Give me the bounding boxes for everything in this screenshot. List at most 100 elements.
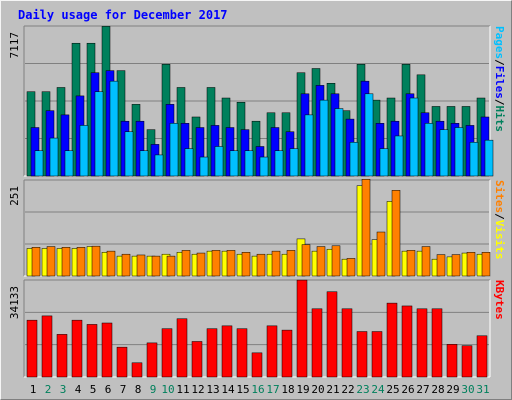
bar-sites-day-14 <box>226 250 236 277</box>
bar-kbytes-day-23 <box>356 331 368 378</box>
max-label-requests: 7117 <box>8 32 21 59</box>
bar-pages-day-31 <box>484 139 494 177</box>
legend-entry: Visits <box>493 220 506 260</box>
bar-kbytes-day-15 <box>236 328 248 378</box>
day-labels: 1 2 3 4 5 6 7 8 9 10 11 12 13 14 15 16 17 18 19 20 21 22 23 24 2… <box>30 383 490 396</box>
bar-pages-day-30 <box>469 142 479 177</box>
bar-pages-day-17 <box>274 150 284 177</box>
bar-pages-day-2 <box>49 137 59 177</box>
legend-entry: Sites <box>493 180 506 213</box>
bar-sites-day-30 <box>466 252 476 277</box>
bar-pages-day-13 <box>214 146 224 177</box>
bar-kbytes-day-26 <box>401 305 413 378</box>
day-label-12: 12 <box>191 383 204 396</box>
bar-kbytes-day-28 <box>431 308 443 378</box>
bar-pages-day-6 <box>109 80 119 177</box>
chart-title: Daily usage for December 2017 <box>18 8 228 22</box>
day-label-29: 29 <box>446 383 459 396</box>
bar-sites-day-21 <box>331 245 341 277</box>
bar-pages-day-26 <box>409 97 419 177</box>
bar-sites-day-1 <box>31 247 41 277</box>
panel-visitors: 251 Sites/Visits <box>8 178 506 277</box>
bar-sites-day-15 <box>241 252 251 277</box>
bar-kbytes-day-18 <box>281 329 293 378</box>
day-label-18: 18 <box>281 383 294 396</box>
bar-pages-day-5 <box>94 91 104 177</box>
bar-pages-day-10 <box>169 123 179 177</box>
bar-kbytes-day-1 <box>26 319 38 378</box>
bar-kbytes-day-8 <box>131 362 143 378</box>
bar-sites-day-23 <box>361 178 371 277</box>
bar-pages-day-23 <box>364 93 374 177</box>
bar-pages-day-20 <box>319 99 329 177</box>
bar-pages-day-27 <box>424 123 434 177</box>
bar-kbytes-day-9 <box>146 342 158 378</box>
day-label-20: 20 <box>311 383 324 396</box>
bar-kbytes-day-17 <box>266 325 278 378</box>
bar-sites-day-28 <box>436 254 446 277</box>
day-label-2: 2 <box>45 383 52 396</box>
legend-entry: Pages <box>493 26 506 59</box>
day-label-7: 7 <box>120 383 127 396</box>
day-label-5: 5 <box>90 383 97 396</box>
bar-kbytes-day-5 <box>86 324 98 378</box>
bar-sites-day-29 <box>451 254 461 277</box>
max-label-visitors: 251 <box>8 186 21 206</box>
day-label-22: 22 <box>341 383 354 396</box>
bar-pages-day-25 <box>394 135 404 177</box>
legend-entry: / <box>493 59 506 66</box>
bar-pages-day-19 <box>304 114 314 177</box>
bar-pages-day-8 <box>139 150 149 177</box>
day-label-17: 17 <box>266 383 279 396</box>
bar-sites-day-27 <box>421 246 431 277</box>
bar-kbytes-day-4 <box>71 319 83 378</box>
bar-sites-day-5 <box>91 245 101 277</box>
day-label-23: 23 <box>356 383 369 396</box>
legend-entry: KBytes <box>493 280 506 320</box>
bar-pages-day-1 <box>34 150 44 177</box>
panel-requests: 7117 Pages/Files/Hits <box>8 25 506 177</box>
bar-sites-day-2 <box>46 246 56 277</box>
bar-kbytes-day-24 <box>371 331 383 378</box>
day-label-15: 15 <box>236 383 249 396</box>
bar-pages-day-18 <box>289 148 299 177</box>
bar-sites-day-4 <box>76 247 86 277</box>
day-label-14: 14 <box>221 383 235 396</box>
legend-requests: Pages/Files/Hits <box>493 26 506 132</box>
bar-pages-day-14 <box>229 150 239 177</box>
bar-pages-day-24 <box>379 148 389 177</box>
day-label-31: 31 <box>476 383 489 396</box>
bar-kbytes-day-29 <box>446 344 458 378</box>
bar-sites-day-24 <box>376 231 386 277</box>
bar-kbytes-day-11 <box>176 318 188 378</box>
day-label-27: 27 <box>416 383 429 396</box>
bar-sites-day-22 <box>346 258 356 277</box>
bar-kbytes-day-21 <box>326 291 338 378</box>
bar-kbytes-day-30 <box>461 345 473 378</box>
legend-traffic: KBytes <box>493 280 506 320</box>
day-label-9: 9 <box>150 383 157 396</box>
bar-kbytes-day-27 <box>416 308 428 378</box>
bar-sites-day-7 <box>121 253 131 277</box>
bar-kbytes-day-22 <box>341 308 353 378</box>
bar-sites-day-6 <box>106 250 116 277</box>
bar-sites-day-16 <box>256 253 266 277</box>
bar-pages-day-4 <box>79 125 89 177</box>
day-label-10: 10 <box>161 383 174 396</box>
bar-sites-day-17 <box>271 250 281 277</box>
day-label-3: 3 <box>60 383 67 396</box>
day-label-30: 30 <box>461 383 474 396</box>
bar-sites-day-12 <box>196 252 206 277</box>
bar-sites-day-10 <box>166 255 176 277</box>
bar-pages-day-29 <box>454 127 464 177</box>
bar-sites-day-11 <box>181 250 191 277</box>
legend-entry: Hits <box>493 106 506 133</box>
bar-pages-day-3 <box>64 150 74 177</box>
bar-sites-day-8 <box>136 254 146 277</box>
legend-entry: Files <box>493 66 506 99</box>
bar-pages-day-11 <box>184 148 194 177</box>
bar-sites-day-20 <box>316 246 326 277</box>
bar-pages-day-21 <box>334 108 344 177</box>
bar-kbytes-day-25 <box>386 302 398 378</box>
